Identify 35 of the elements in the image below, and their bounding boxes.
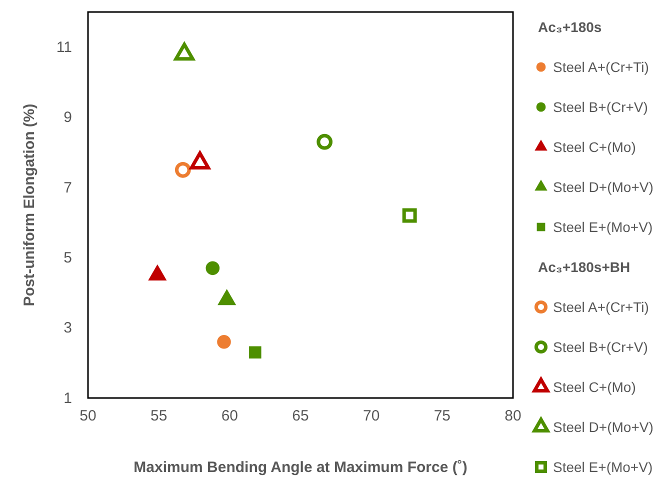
legend-label: Steel C+(Mo) <box>553 379 636 395</box>
legend-label: Steel E+(Mo+V) <box>553 219 653 235</box>
y-tick-label: 3 <box>64 320 72 337</box>
text: Ac₃+180s <box>538 19 602 35</box>
legend-label: Steel D+(Mo+V) <box>553 419 654 435</box>
point <box>217 334 231 349</box>
legend-label: Steel B+(Cr+V) <box>553 99 648 115</box>
point <box>190 152 210 170</box>
y-tick-label: 1 <box>64 390 72 407</box>
x-tick-label: 55 <box>150 408 168 425</box>
x-axis-title: Maximum Bending Angle at Maximum Force (˚) <box>134 459 468 476</box>
legend-label: Steel B+(Cr+V) <box>553 339 648 355</box>
point <box>402 208 417 223</box>
x-tick-label: 60 <box>221 408 238 425</box>
y-tick-label: 5 <box>64 249 72 266</box>
x-tick-label: 80 <box>504 408 522 425</box>
y-tick-label: 7 <box>64 179 72 196</box>
legend-label: Steel A+(Cr+Ti) <box>553 299 649 315</box>
point <box>249 346 262 359</box>
x-tick-label: 50 <box>80 408 96 425</box>
point <box>174 162 191 178</box>
point <box>174 42 194 61</box>
legend-label: Steel A+(Cr+Ti) <box>553 59 649 75</box>
legend-label: Steel E+(Mo+V) <box>553 459 653 475</box>
x-tick-label: 75 <box>434 408 451 425</box>
x-tick-label: 70 <box>362 408 380 425</box>
y-axis-title: Post-uniform Elongation (%) <box>21 104 38 306</box>
legend-label: Steel C+(Mo) <box>553 139 636 155</box>
legend-label: Steel D+(Mo+V) <box>553 179 654 195</box>
point <box>206 261 220 276</box>
x-tick-label: 65 <box>292 408 309 425</box>
point <box>316 134 333 150</box>
y-tick-label: 9 <box>64 109 72 126</box>
text: Ac₃+180s+BH <box>538 259 630 275</box>
y-tick-label: 11 <box>56 38 72 56</box>
